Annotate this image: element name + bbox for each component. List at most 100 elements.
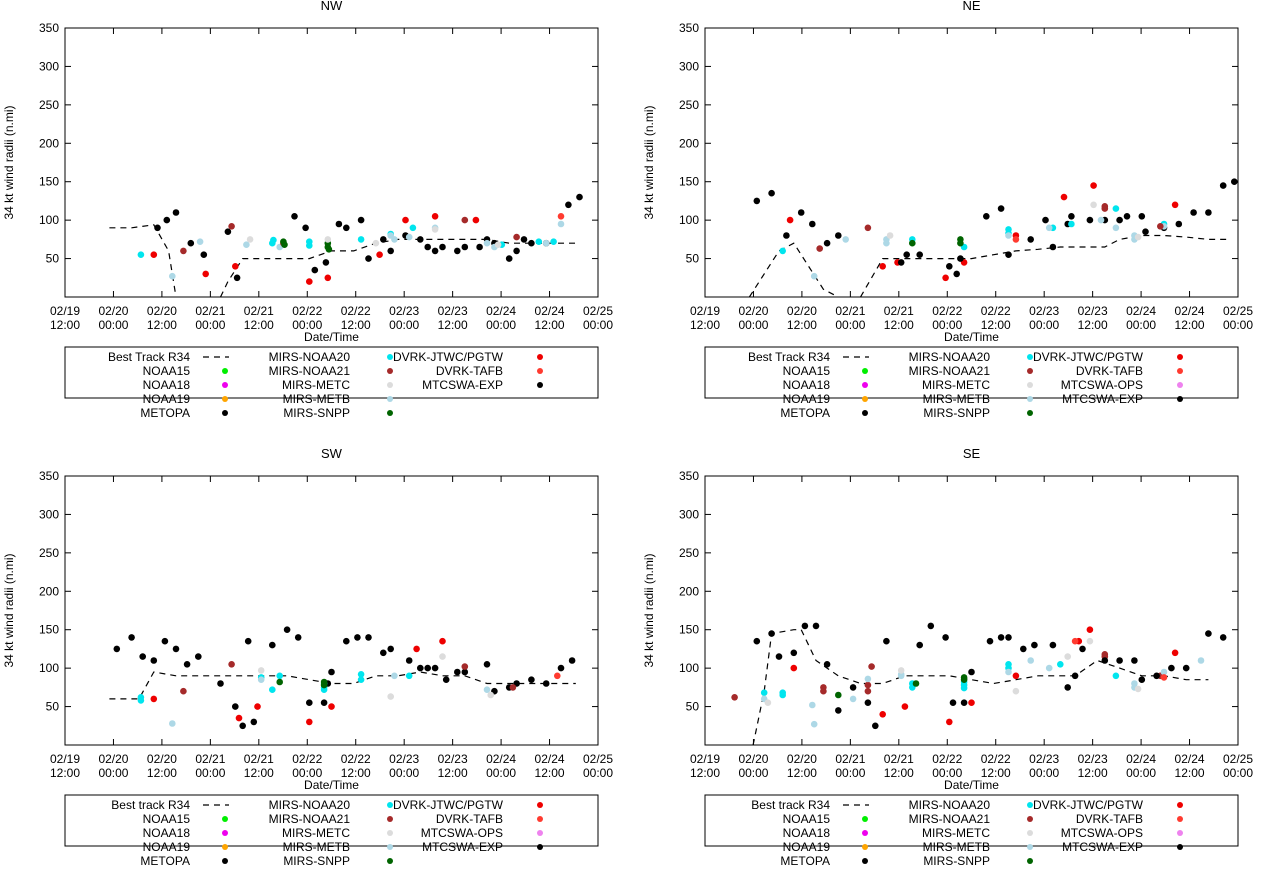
legend-label: DVRK-JTWC/PGTW (393, 798, 504, 812)
data-point (391, 672, 398, 680)
series-mirs-metc (764, 637, 1142, 706)
data-point (357, 216, 365, 224)
data-point (270, 236, 277, 244)
legend-dot-symbol (1027, 368, 1033, 374)
y-tick-label: 350 (679, 21, 699, 35)
data-point (387, 693, 395, 700)
data-point (1045, 664, 1053, 672)
data-point (849, 695, 857, 703)
data-point (779, 247, 786, 255)
data-point (554, 672, 561, 680)
x-tick-label-time: 12:00 (341, 766, 371, 780)
data-point (1112, 224, 1120, 232)
data-point (983, 213, 990, 220)
series-mirs-metb (169, 672, 491, 727)
data-point (872, 722, 879, 730)
data-point (509, 684, 517, 691)
legend-dot-symbol (1027, 844, 1033, 850)
y-tick-label: 200 (39, 136, 59, 150)
legend-dot-symbol (222, 830, 228, 836)
data-point (835, 707, 842, 714)
legend-dot-symbol (222, 368, 228, 374)
x-axis-label: Date/Time (944, 778, 999, 792)
data-point (283, 626, 291, 633)
legend-dot-symbol (537, 830, 543, 836)
series-dvrk-jtwc-pgtw (790, 626, 1179, 726)
chart-title: SE (963, 446, 981, 461)
data-point (1142, 228, 1149, 235)
x-tick-label-time: 12:00 (147, 766, 177, 780)
data-point (405, 672, 413, 680)
data-point (137, 697, 145, 704)
legend-dot-symbol (537, 844, 543, 850)
legend-box (64, 346, 599, 399)
legend-box (704, 346, 1239, 399)
x-tick-label-time: 12:00 (50, 766, 80, 780)
data-point (1182, 664, 1190, 672)
legend-dot-symbol (537, 368, 543, 374)
data-point (1134, 685, 1142, 693)
legend-dot-symbol (1177, 382, 1183, 388)
series-dvrk-tafb (557, 213, 565, 220)
data-point (513, 247, 520, 255)
data-point (291, 213, 298, 220)
x-tick-label-time: 12:00 (690, 318, 720, 332)
legend-label: NOAA18 (783, 378, 831, 392)
x-tick-label-time: 00:00 (195, 766, 225, 780)
data-point (196, 238, 204, 245)
y-tick-label: 200 (679, 136, 699, 150)
data-point (276, 678, 284, 686)
x-tick-label-time: 00:00 (486, 766, 516, 780)
legend-label: MTCSWA-EXP (1062, 392, 1143, 406)
y-tick-label: 50 (686, 700, 700, 714)
data-point (1112, 672, 1120, 680)
legend-label: DVRK-TAFB (1076, 812, 1143, 826)
legend-label: Best track R34 (751, 798, 830, 812)
x-tick-label-date: 02/24 (1126, 304, 1156, 318)
data-point (372, 239, 380, 247)
chart-panel-ne: NE5010015020025030035002/1912:0002/2000:… (642, 0, 1253, 420)
legend-dot-symbol (1027, 382, 1033, 388)
chart-panel-se: SE5010015020025030035002/1912:0002/2000:… (642, 446, 1253, 868)
data-point (113, 645, 121, 653)
legend-dot-symbol (1027, 396, 1033, 402)
data-point (810, 720, 818, 728)
y-tick-label: 50 (46, 252, 60, 266)
data-point (387, 645, 395, 653)
series-mirs-metc (257, 653, 495, 700)
data-point (957, 239, 964, 247)
data-point (565, 201, 572, 209)
x-tick-label-time: 00:00 (583, 766, 613, 780)
data-point (233, 274, 241, 282)
legend-box (704, 794, 1239, 847)
data-point (387, 247, 395, 255)
legend-dot-symbol (862, 396, 868, 402)
legend-dot-symbol (537, 802, 543, 808)
data-point (1219, 182, 1227, 189)
data-point (1190, 209, 1197, 216)
x-tick-label-date: 02/24 (486, 304, 516, 318)
legend-label: MIRS-METC (922, 378, 990, 392)
y-tick-label: 250 (679, 98, 699, 112)
data-point (409, 224, 417, 232)
legend-label: NOAA19 (783, 392, 831, 406)
data-point (1205, 630, 1212, 637)
data-point (960, 676, 968, 683)
data-point (306, 699, 313, 706)
x-tick-label-time: 12:00 (535, 318, 565, 332)
data-point (243, 241, 250, 248)
data-point (483, 661, 491, 668)
x-tick-label-date: 02/20 (98, 752, 128, 766)
x-tick-label-time: 00:00 (1223, 318, 1253, 332)
data-point (528, 239, 535, 247)
data-point (927, 622, 935, 630)
series-metopa (753, 178, 1238, 278)
x-tick-label-time: 00:00 (98, 318, 128, 332)
data-point (903, 251, 910, 258)
legend-label: DVRK-TAFB (436, 364, 503, 378)
legend-label: NOAA18 (783, 826, 831, 840)
x-tick-label-date: 02/20 (147, 304, 177, 318)
data-point (753, 637, 761, 645)
data-point (380, 236, 387, 243)
y-tick-label: 50 (46, 700, 60, 714)
